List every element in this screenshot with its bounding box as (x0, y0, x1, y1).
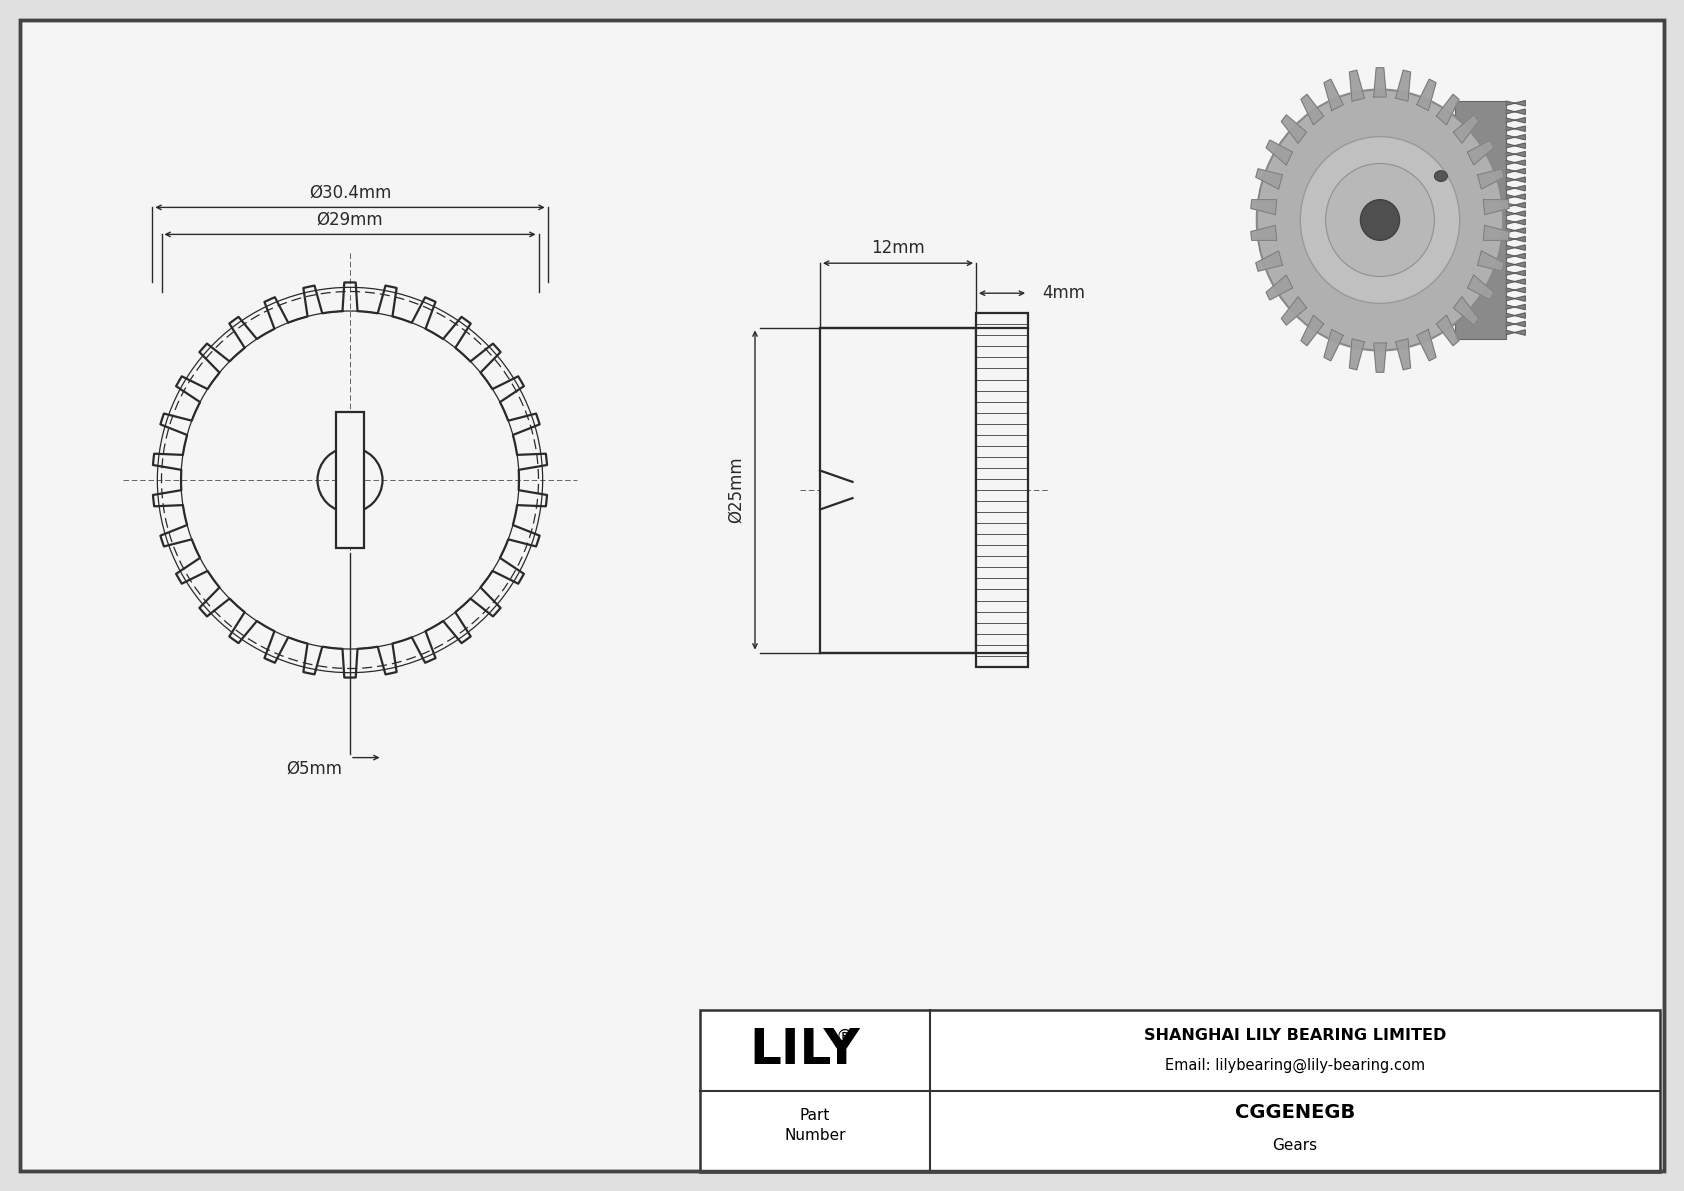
Polygon shape (1282, 114, 1307, 143)
Ellipse shape (1435, 170, 1448, 181)
Bar (1455, 101, 1505, 339)
Polygon shape (1505, 211, 1526, 217)
Polygon shape (1505, 262, 1526, 267)
Polygon shape (1453, 114, 1479, 143)
Polygon shape (1416, 79, 1436, 111)
Polygon shape (1256, 169, 1283, 189)
Bar (701, 1010, 1660, 1172)
Text: 4mm: 4mm (1042, 285, 1084, 303)
Polygon shape (1324, 330, 1344, 361)
Text: Gears: Gears (1273, 1139, 1317, 1154)
Polygon shape (1302, 94, 1324, 125)
Polygon shape (1484, 225, 1509, 241)
Bar (337, 412, 364, 548)
Text: Ø30.4mm: Ø30.4mm (308, 183, 391, 201)
Polygon shape (1505, 313, 1526, 318)
Polygon shape (1256, 251, 1283, 272)
Ellipse shape (1325, 163, 1435, 276)
Text: Ø25mm: Ø25mm (727, 456, 744, 523)
Polygon shape (1505, 135, 1526, 139)
Polygon shape (1324, 79, 1344, 111)
Bar (977, 313, 1027, 667)
Text: Email: lilybearing@lily-bearing.com: Email: lilybearing@lily-bearing.com (1165, 1058, 1425, 1073)
Text: LILY: LILY (749, 1027, 861, 1074)
Polygon shape (1477, 251, 1504, 272)
Polygon shape (1396, 70, 1411, 101)
Polygon shape (1505, 245, 1526, 250)
Polygon shape (1416, 330, 1436, 361)
Polygon shape (1505, 330, 1526, 335)
Polygon shape (1484, 200, 1509, 214)
Polygon shape (1505, 287, 1526, 293)
Bar (820, 328, 977, 653)
Polygon shape (1396, 338, 1411, 369)
Polygon shape (1282, 297, 1307, 325)
Text: 12mm: 12mm (871, 239, 925, 257)
Polygon shape (1505, 143, 1526, 149)
Polygon shape (1477, 169, 1504, 189)
Polygon shape (1266, 275, 1293, 300)
Polygon shape (1505, 219, 1526, 225)
Polygon shape (1505, 177, 1526, 182)
Polygon shape (1505, 160, 1526, 166)
Polygon shape (1505, 194, 1526, 199)
Text: Part
Number: Part Number (785, 1108, 845, 1143)
Polygon shape (1251, 200, 1276, 214)
Polygon shape (1349, 338, 1364, 369)
Polygon shape (1374, 68, 1386, 96)
Polygon shape (1505, 118, 1526, 123)
Polygon shape (1505, 237, 1526, 242)
Polygon shape (1436, 316, 1458, 345)
Polygon shape (1302, 316, 1324, 345)
Polygon shape (1505, 168, 1526, 174)
Ellipse shape (1361, 200, 1399, 241)
Polygon shape (1505, 151, 1526, 157)
Text: Ø5mm: Ø5mm (286, 760, 342, 778)
Polygon shape (1505, 126, 1526, 131)
Polygon shape (1266, 141, 1293, 164)
Ellipse shape (1256, 89, 1504, 350)
Polygon shape (1505, 186, 1526, 191)
Ellipse shape (1300, 137, 1460, 304)
Polygon shape (1467, 275, 1494, 300)
Polygon shape (1505, 270, 1526, 276)
Polygon shape (1251, 225, 1276, 241)
Text: SHANGHAI LILY BEARING LIMITED: SHANGHAI LILY BEARING LIMITED (1143, 1028, 1447, 1042)
Polygon shape (1505, 279, 1526, 285)
Text: ®: ® (835, 1028, 854, 1046)
Polygon shape (1505, 100, 1526, 106)
Polygon shape (1436, 94, 1458, 125)
Text: CGGENEGB: CGGENEGB (1234, 1104, 1356, 1122)
Polygon shape (1505, 254, 1526, 258)
Polygon shape (1505, 295, 1526, 301)
Polygon shape (1505, 227, 1526, 233)
Polygon shape (1505, 322, 1526, 326)
Polygon shape (1505, 110, 1526, 114)
Polygon shape (1349, 70, 1364, 101)
Polygon shape (1505, 202, 1526, 207)
Polygon shape (1374, 343, 1386, 373)
Text: Ø29mm: Ø29mm (317, 211, 384, 229)
Polygon shape (1467, 141, 1494, 164)
Polygon shape (1505, 305, 1526, 310)
Polygon shape (1453, 297, 1479, 325)
